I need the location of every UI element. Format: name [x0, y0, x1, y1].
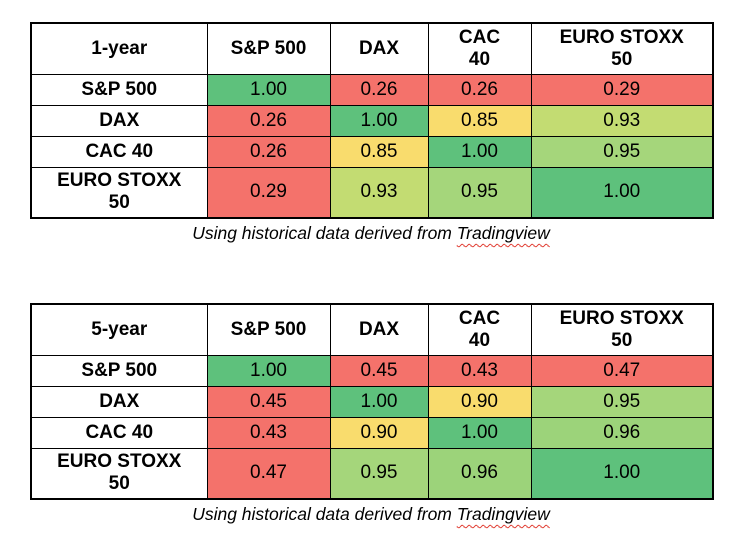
header-row: 5-year S&P 500 DAX CAC 40 EURO STOXX 50: [30, 303, 714, 356]
column-header-sp500: S&P 500: [206, 22, 331, 75]
column-header-cac40: CAC 40: [427, 303, 532, 356]
table-row: EURO STOXX 50 0.47 0.95 0.96 1.00: [30, 447, 714, 500]
header-row: 1-year S&P 500 DAX CAC 40 EURO STOXX 50: [30, 22, 714, 75]
table-row: DAX 0.26 1.00 0.85 0.93: [30, 104, 714, 137]
correlation-cell: 0.45: [329, 354, 429, 387]
correlation-cell: 0.43: [427, 354, 532, 387]
correlation-cell: 0.45: [206, 385, 331, 418]
row-header-cac40: CAC 40: [30, 416, 208, 449]
correlation-cell: 0.47: [530, 354, 714, 387]
table-row: S&P 500 1.00 0.26 0.26 0.29: [30, 73, 714, 106]
row-header-eurostoxx50: EURO STOXX 50: [30, 166, 208, 219]
column-header-eurostoxx50: EURO STOXX 50: [530, 22, 714, 75]
correlation-cell: 0.90: [427, 385, 532, 418]
column-header-label: CAC 40: [458, 307, 501, 351]
column-header-eurostoxx50: EURO STOXX 50: [530, 303, 714, 356]
row-header-sp500: S&P 500: [30, 73, 208, 106]
table-row: CAC 40 0.26 0.85 1.00 0.95: [30, 135, 714, 168]
correlation-cell: 0.96: [427, 447, 532, 500]
correlation-cell: 0.93: [530, 104, 714, 137]
caption-text: Using historical data derived from: [192, 504, 457, 524]
correlation-cell: 1.00: [329, 385, 429, 418]
correlation-cell: 1.00: [530, 447, 714, 500]
column-header-cac40: CAC 40: [427, 22, 532, 75]
table-row: CAC 40 0.43 0.90 1.00 0.96: [30, 416, 714, 449]
correlation-cell: 1.00: [329, 104, 429, 137]
column-header-sp500: S&P 500: [206, 303, 331, 356]
table-row: S&P 500 1.00 0.45 0.43 0.47: [30, 354, 714, 387]
correlation-cell: 0.93: [329, 166, 429, 219]
column-header-dax: DAX: [329, 303, 429, 356]
figure-container: 1-year S&P 500 DAX CAC 40 EURO STOXX 50 …: [30, 22, 714, 525]
correlation-cell: 0.95: [329, 447, 429, 500]
correlation-cell: 0.29: [530, 73, 714, 106]
correlation-cell: 0.95: [530, 135, 714, 168]
column-header-dax: DAX: [329, 22, 429, 75]
correlation-cell: 0.26: [427, 73, 532, 106]
correlation-cell: 0.85: [427, 104, 532, 137]
correlation-cell: 1.00: [206, 354, 331, 387]
correlation-cell: 0.95: [427, 166, 532, 219]
row-header-dax: DAX: [30, 104, 208, 137]
row-header-dax: DAX: [30, 385, 208, 418]
correlation-cell: 0.29: [206, 166, 331, 219]
caption-source-word: Tradingview: [456, 223, 550, 243]
row-header-sp500: S&P 500: [30, 354, 208, 387]
correlation-cell: 0.26: [206, 104, 331, 137]
correlation-cell: 0.90: [329, 416, 429, 449]
correlation-cell: 0.96: [530, 416, 714, 449]
column-header-label: EURO STOXX 50: [559, 26, 684, 70]
table-caption: Using historical data derived from Tradi…: [30, 223, 712, 244]
correlation-cell: 0.43: [206, 416, 331, 449]
table-period-label: 1-year: [30, 22, 208, 75]
correlation-cell: 0.26: [206, 135, 331, 168]
correlation-cell: 0.26: [329, 73, 429, 106]
table-caption: Using historical data derived from Tradi…: [30, 504, 712, 525]
row-header-label: EURO STOXX 50: [57, 170, 182, 214]
correlation-cell: 1.00: [530, 166, 714, 219]
correlation-table-5-year: 5-year S&P 500 DAX CAC 40 EURO STOXX 50 …: [30, 303, 714, 500]
row-header-eurostoxx50: EURO STOXX 50: [30, 447, 208, 500]
row-header-cac40: CAC 40: [30, 135, 208, 168]
correlation-cell: 0.95: [530, 385, 714, 418]
table-row: EURO STOXX 50 0.29 0.93 0.95 1.00: [30, 166, 714, 219]
column-header-label: CAC 40: [458, 26, 501, 70]
correlation-table-1-year: 1-year S&P 500 DAX CAC 40 EURO STOXX 50 …: [30, 22, 714, 219]
row-header-label: EURO STOXX 50: [57, 451, 182, 495]
correlation-cell: 0.47: [206, 447, 331, 500]
caption-source-word: Tradingview: [456, 504, 550, 524]
correlation-cell: 1.00: [427, 135, 532, 168]
correlation-cell: 0.85: [329, 135, 429, 168]
correlation-cell: 1.00: [206, 73, 331, 106]
column-header-label: EURO STOXX 50: [559, 307, 684, 351]
caption-text: Using historical data derived from: [192, 223, 457, 243]
table-period-label: 5-year: [30, 303, 208, 356]
table-row: DAX 0.45 1.00 0.90 0.95: [30, 385, 714, 418]
correlation-cell: 1.00: [427, 416, 532, 449]
